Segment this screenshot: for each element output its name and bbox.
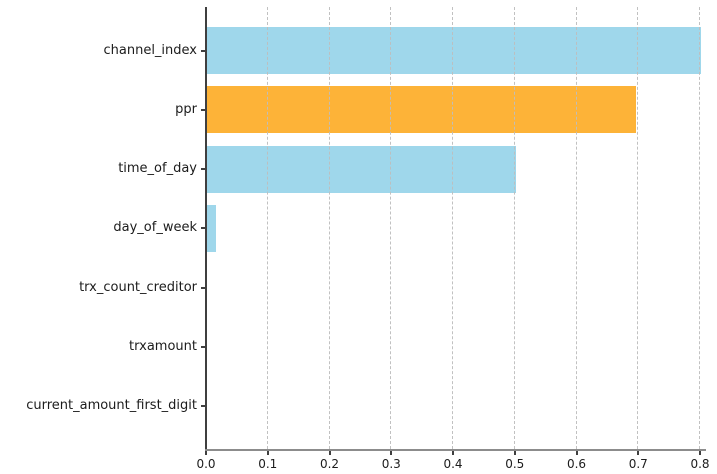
- grid-line-0.5: [513, 7, 515, 449]
- bar-ppr: [207, 86, 637, 134]
- bar-time_of_day: [207, 145, 516, 193]
- y-tick-mark-day_of_week: [201, 227, 205, 230]
- x-tick-mark-0.2: [328, 451, 331, 455]
- grid-line-0.3: [390, 7, 392, 449]
- x-tick-mark-0.6: [575, 451, 578, 455]
- x-tick-label-0.4: 0.4: [443, 457, 463, 471]
- y-tick-label-ppr: ppr: [175, 101, 197, 117]
- y-tick-label-trxamount: trxamount: [129, 339, 197, 354]
- y-tick-label-trx_count_creditor: trx_count_creditor: [79, 279, 197, 295]
- x-tick-mark-0.3: [390, 451, 393, 455]
- grid-line-0.4: [452, 7, 453, 449]
- y-tick-mark-channel_index: [201, 49, 205, 52]
- bar-day_of_week: [207, 204, 217, 252]
- x-tick-label-0.1: 0.1: [258, 457, 278, 471]
- x-axis-spine: [205, 449, 706, 451]
- x-tick-label-0.2: 0.2: [319, 457, 340, 471]
- y-tick-mark-ppr: [201, 108, 205, 111]
- y-axis-spine: [205, 7, 207, 451]
- y-tick-mark-current_amount_first_digit: [201, 405, 205, 408]
- y-tick-label-day_of_week: day_of_week: [113, 220, 197, 236]
- x-tick-mark-0.0: [205, 451, 207, 455]
- x-tick-label-0.8: 0.8: [690, 457, 710, 471]
- y-tick-label-time_of_day: time_of_day: [118, 161, 197, 177]
- grid-line-0.8: [699, 7, 700, 449]
- y-tick-mark-trx_count_creditor: [201, 286, 205, 289]
- grid-line-0.7: [637, 7, 639, 449]
- y-tick-label-current_amount_first_digit: current_amount_first_digit: [26, 398, 197, 414]
- x-tick-label-0.7: 0.7: [628, 457, 648, 471]
- x-tick-mark-0.7: [637, 451, 640, 455]
- x-tick-label-0.5: 0.5: [505, 457, 525, 471]
- x-tick-mark-0.5: [513, 451, 516, 455]
- x-tick-label-0.6: 0.6: [566, 457, 587, 471]
- y-tick-mark-trxamount: [201, 346, 205, 348]
- x-tick-mark-0.4: [452, 451, 454, 455]
- y-tick-mark-time_of_day: [201, 168, 205, 171]
- grid-line-0.1: [266, 7, 268, 449]
- x-tick-mark-0.1: [266, 451, 269, 455]
- y-tick-label-channel_index: channel_index: [103, 42, 197, 58]
- x-tick-label-0.0: 0.0: [196, 457, 216, 471]
- bar-channel_index: [207, 27, 701, 74]
- x-tick-label-0.3: 0.3: [381, 457, 401, 471]
- x-tick-mark-0.8: [699, 451, 701, 455]
- grid-line-0.2: [328, 7, 330, 449]
- grid-line-0.6: [575, 7, 577, 449]
